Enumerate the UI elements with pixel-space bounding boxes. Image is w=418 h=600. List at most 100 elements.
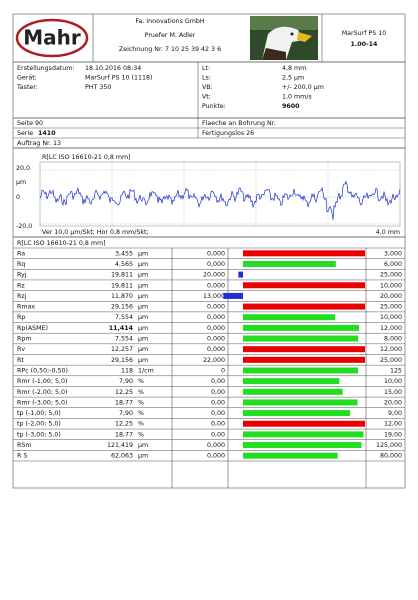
info-label: VB: <box>202 84 213 91</box>
upper-limit: 10,00 <box>384 378 402 385</box>
param-name: tp (-2,00; 5,0) <box>17 421 61 428</box>
lower-limit: 0,000 <box>207 250 225 257</box>
profile-scale: Ver 10,0 µm/Skt; Hor 0,8 mm/Skt; <box>42 229 149 236</box>
lower-limit: 0,000 <box>207 442 225 449</box>
param-unit: % <box>138 399 144 406</box>
param-name: R S <box>17 453 27 460</box>
upper-limit: 25,000 <box>380 304 402 311</box>
upper-limit: 8,000 <box>384 336 402 343</box>
series-label: Serie <box>17 130 33 137</box>
tolerance-bar <box>243 250 365 257</box>
version: 1.00-14 <box>351 41 379 48</box>
param-name: Rp <box>17 314 25 321</box>
param-value: 11,870 <box>111 293 133 300</box>
upper-limit: 20,000 <box>380 293 402 300</box>
lower-limit: 0 <box>221 367 225 374</box>
lower-limit: 0,00 <box>211 399 225 406</box>
profile-y-top: 20,0 <box>16 165 30 172</box>
tolerance-bar <box>243 442 362 449</box>
upper-limit: 125 <box>390 367 402 374</box>
info-value: 9600 <box>282 103 300 110</box>
lower-limit: 0,000 <box>207 282 225 289</box>
upper-limit: 10,000 <box>380 314 402 321</box>
param-unit: µm <box>138 293 148 300</box>
param-unit: 1/cm <box>138 367 154 374</box>
param-name: Ryj <box>17 272 27 279</box>
tolerance-bar <box>223 292 243 299</box>
lower-limit: 0,00 <box>211 421 225 428</box>
param-value: 118 <box>121 367 133 374</box>
info-value: 1,0 mm/s <box>282 94 312 101</box>
lower-limit: 0,000 <box>207 304 225 311</box>
param-value: 7,554 <box>115 314 133 321</box>
param-unit: µm <box>138 250 148 257</box>
param-name: Rv <box>17 346 25 353</box>
param-name: Rt <box>17 357 24 364</box>
info-label: Gerät: <box>17 75 37 82</box>
param-name: Rmr (-1,00; 5,0) <box>17 378 67 385</box>
param-value: 121,419 <box>107 442 133 449</box>
tolerance-bar <box>243 420 365 427</box>
info: Erstellungsdatum: 18.10.2016 08:34 Gerät: M… <box>16 65 324 110</box>
tolerance-bar <box>243 378 340 385</box>
param-name: Rp(ASME) <box>17 325 48 332</box>
lower-limit: 0,000 <box>207 453 225 460</box>
param-value: 62,063 <box>111 453 133 460</box>
profile-unit: µm <box>16 179 26 186</box>
param-name: RPc (0,50;-0,50) <box>17 367 68 374</box>
param-value: 19,811 <box>111 282 133 289</box>
upper-limit: 15,00 <box>384 389 402 396</box>
param-value: 7,90 <box>119 378 133 385</box>
profile-y-bottom: -20,0 <box>16 223 32 230</box>
series: 1410 <box>38 130 56 137</box>
param-name: Ra <box>17 250 25 257</box>
profile-trace <box>39 180 401 220</box>
surface: Flaeche an Bohrung Nr. <box>202 120 276 127</box>
param-unit: µm <box>138 282 148 289</box>
param-value: 12,25 <box>115 421 133 428</box>
profile-title: R[LC ISO 16610-21 0,8 mm] <box>42 154 131 161</box>
param-value: 7,554 <box>115 336 133 343</box>
param-unit: µm <box>138 314 148 321</box>
info-value: PHT 350 <box>85 84 111 91</box>
lower-limit: 20,000 <box>203 272 225 279</box>
info-value: 4,8 mm <box>282 65 306 72</box>
upper-limit: 3,000 <box>384 250 402 257</box>
lower-limit: 0,000 <box>207 325 225 332</box>
info-label: Erstellungsdatum: <box>17 65 75 72</box>
param-unit: % <box>138 389 144 396</box>
param-name: Rz <box>17 282 25 289</box>
tolerance-bar <box>243 282 365 289</box>
param-value: 29,156 <box>111 304 133 311</box>
param-unit: µm <box>138 453 148 460</box>
lower-limit: 13,000 <box>203 293 225 300</box>
param-value: 11,414 <box>109 325 134 332</box>
param-value: 12,25 <box>115 389 133 396</box>
logo: Mahr <box>23 26 81 50</box>
lower-limit: 0,00 <box>211 378 225 385</box>
info-value: 18.10.2016 08:34 <box>85 65 141 72</box>
lower-limit: 0,000 <box>207 346 225 353</box>
tolerance-bar <box>238 271 243 278</box>
param-unit: % <box>138 431 144 438</box>
profile-box <box>39 161 401 227</box>
param-value: 12,257 <box>111 346 133 353</box>
profile-y-mid: 0 <box>16 194 20 201</box>
device: MarSurf PS 10 <box>342 30 386 37</box>
page-number: Seite 90 <box>17 120 43 127</box>
param-unit: µm <box>138 261 148 268</box>
upper-limit: 10,000 <box>380 282 402 289</box>
tolerance-bar <box>243 410 351 417</box>
param-name: Rmax <box>17 304 35 311</box>
table-frame <box>12 236 406 489</box>
param-unit: µm <box>138 346 148 353</box>
lower-limit: 0,00 <box>211 389 225 396</box>
drawing-number: Zeichnung Nr. 7 10 25 39 42 3 6 <box>119 46 221 53</box>
tolerance-bar <box>243 356 365 363</box>
order: Auftrag Nr. 13 <box>17 140 61 147</box>
tolerance-bar <box>243 335 359 342</box>
company: Fa. Innovations GmbH <box>135 18 205 25</box>
profile-length: 4,0 mm <box>376 229 400 236</box>
table-title: R[LC ISO 16610-21 0,8 mm] <box>17 240 106 247</box>
lower-limit: 0,00 <box>211 431 225 438</box>
